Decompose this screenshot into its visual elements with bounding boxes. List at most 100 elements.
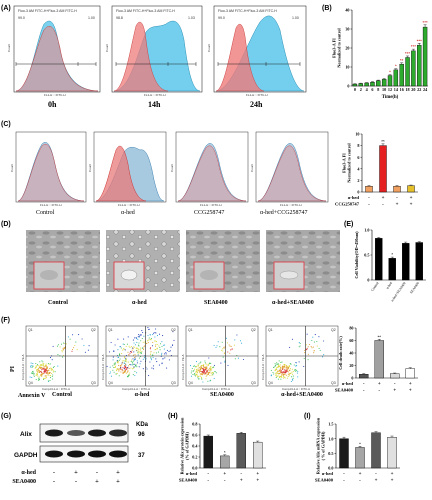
panel-letter-h: (H) [168,413,178,420]
event-dot [282,367,284,369]
event-dot [46,366,48,368]
bar [355,447,365,469]
event-dot [114,366,117,368]
event-dot [196,365,198,368]
blot-row-label: GAPDH [14,452,38,459]
event-dot [202,368,204,370]
chart-h: 0.0 0.2 0.4 0.6 0.8 Relative Alix protein exp… [179,417,266,484]
event-dot [164,357,166,359]
event-dot [222,350,224,352]
event-dot [139,347,141,349]
event-dot [38,366,40,368]
event-dot [132,362,134,364]
event-dot [166,367,168,369]
event-dot [138,366,140,368]
treatment-sign: + [396,203,399,208]
event-dot [205,368,207,370]
event-dot [50,372,52,375]
event-dot [76,349,78,351]
event-dot [211,374,213,376]
event-dot [307,346,309,348]
event-dot [284,369,286,371]
panel-d-images: Control α-hed SEA0400 α-hed+SEA0400 [26,230,340,306]
event-dot [109,371,112,373]
y-tick-label: 0 [367,278,369,283]
event-dot [110,341,112,344]
event-dot [117,361,119,363]
treatment-sign: + [391,472,394,477]
event-dot [168,359,170,361]
event-dot [312,336,314,338]
treatment-sign: - [207,472,209,477]
event-dot [228,344,230,346]
event-dot [200,375,202,377]
blot-band [45,429,63,437]
dotplot-label: Control [52,392,72,398]
event-dot [284,364,286,366]
treatment-sign: - [359,479,361,484]
x-tick-label: 8 [377,87,379,92]
event-dot [284,366,286,368]
event-dot [122,372,124,374]
panel-letter-b: (B) [322,5,332,12]
event-dot [128,374,130,376]
treatment-sign: - [96,469,98,476]
event-dot [122,343,124,345]
event-dot [292,375,294,377]
event-dot [200,368,202,371]
event-dot [161,352,163,354]
y-axis-label: Normalized to control [347,143,352,183]
event-dot [114,363,116,365]
treatment-sign: - [53,478,55,485]
significance-mark: ** [400,58,404,63]
event-dot [276,371,278,373]
treatment-sign: + [382,196,385,201]
blot-band [88,450,106,458]
event-dot [236,334,238,336]
event-dot [304,349,306,352]
event-dot [274,365,276,367]
y-axis-label: Cell death rate(%) [338,336,343,370]
event-dot [229,352,231,354]
significance-mark: * [391,252,393,257]
event-dot [144,345,146,347]
event-dot [288,375,290,377]
event-dot [136,360,138,362]
event-dot [190,372,192,374]
event-dot [130,360,132,363]
event-dot [46,376,48,378]
event-dot [32,371,34,373]
event-dot [206,371,208,373]
histogram-14h: Fluo-3 AM FITC-H+Fluo-3 AM FITC-H 98.8 1… [105,5,203,109]
y-tick-label: 0.6 [192,433,197,438]
event-dot [230,349,232,351]
event-dot [44,375,46,377]
event-dot [277,370,279,372]
event-dot [141,337,143,340]
event-dot [288,371,290,373]
event-dot [131,349,133,351]
event-dot [119,365,121,367]
event-dot [114,364,116,366]
event-dot [29,376,31,378]
event-dot [126,371,128,373]
event-dot [126,361,128,363]
event-dot [137,338,139,340]
event-dot [149,347,152,349]
event-dot [127,375,129,377]
event-dot [73,347,75,349]
event-dot [44,371,46,373]
event-dot [126,376,129,378]
event-dot [143,335,145,337]
event-dot [321,356,324,358]
bar [339,438,349,469]
event-dot [215,372,217,374]
event-dot [278,364,280,366]
event-dot [277,375,279,377]
event-dot [137,336,139,338]
bar [374,340,384,379]
event-dot [316,345,318,347]
event-dot [47,374,49,376]
